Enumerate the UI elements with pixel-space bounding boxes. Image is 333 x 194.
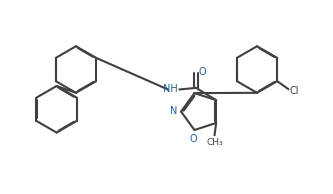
Text: CH₃: CH₃: [206, 138, 223, 147]
Text: Cl: Cl: [289, 86, 299, 96]
Text: NH: NH: [163, 84, 178, 94]
Text: O: O: [190, 134, 197, 144]
Text: O: O: [199, 67, 206, 77]
Text: N: N: [170, 106, 177, 116]
